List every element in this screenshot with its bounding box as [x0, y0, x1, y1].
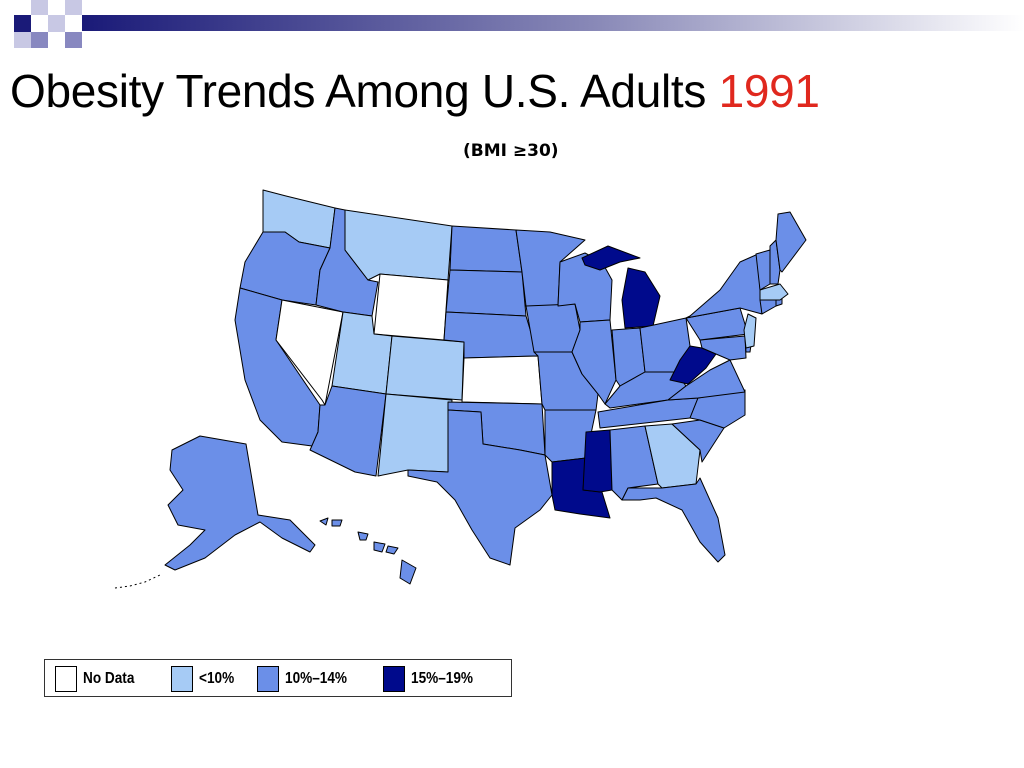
state-KS: [461, 355, 543, 405]
state-NM: [377, 393, 453, 477]
state-TX: [407, 409, 553, 566]
state-SD: [445, 269, 527, 317]
us-obesity-map: [114, 189, 807, 589]
map-legend: No Data <10% 10%–14% 15%–19%: [44, 659, 512, 697]
state-NV: [275, 299, 344, 406]
legend-label-15-19: 15%–19%: [411, 670, 474, 687]
legend-item-15-19: 15%–19%: [383, 666, 484, 692]
slide-title: Obesity Trends Among U.S. Adults 1991: [10, 64, 820, 118]
state-MT: [344, 209, 453, 281]
state-AK: [164, 435, 316, 571]
legend-item-10-14: 10%–14%: [257, 666, 358, 692]
title-text: Obesity Trends Among U.S. Adults: [10, 65, 707, 117]
state-MI: [581, 245, 641, 271]
state-MA: [759, 283, 789, 301]
state-ND: [449, 225, 523, 273]
state-SC: [671, 419, 725, 463]
aleutian-islands: [114, 574, 161, 589]
state-NH: [769, 239, 781, 285]
state-IA: [525, 303, 581, 353]
state-HI-6: [399, 559, 417, 585]
state-ME: [775, 211, 807, 273]
state-NJ: [743, 313, 757, 349]
state-FL: [621, 477, 726, 563]
header-decoration: [14, 0, 1024, 48]
legend-item-no-data: No Data: [55, 666, 143, 692]
state-HI-2: [331, 519, 343, 527]
legend-label-10-14: 10%–14%: [285, 670, 348, 687]
legend-swatch-under-10: [171, 666, 193, 692]
legend-label-under-10: <10%: [199, 670, 235, 687]
title-year: 1991: [718, 65, 820, 117]
state-CO: [385, 335, 465, 401]
legend-label-no-data: No Data: [83, 670, 135, 687]
state-NY: [685, 253, 763, 319]
state-AZ: [309, 385, 387, 477]
state-MI-lower: [621, 267, 661, 329]
slide-subtitle: (BMI ≥30): [463, 141, 559, 161]
state-IL: [571, 319, 617, 405]
legend-swatch-no-data: [55, 666, 77, 692]
state-HI-4: [373, 541, 386, 553]
state-HI-1: [319, 517, 329, 526]
state-WY: [373, 273, 449, 341]
legend-swatch-15-19: [383, 666, 405, 692]
legend-swatch-10-14: [257, 666, 279, 692]
state-MS: [582, 429, 613, 493]
legend-item-under-10: <10%: [171, 666, 240, 692]
state-HI-5: [385, 545, 399, 555]
state-HI-3: [357, 531, 369, 541]
